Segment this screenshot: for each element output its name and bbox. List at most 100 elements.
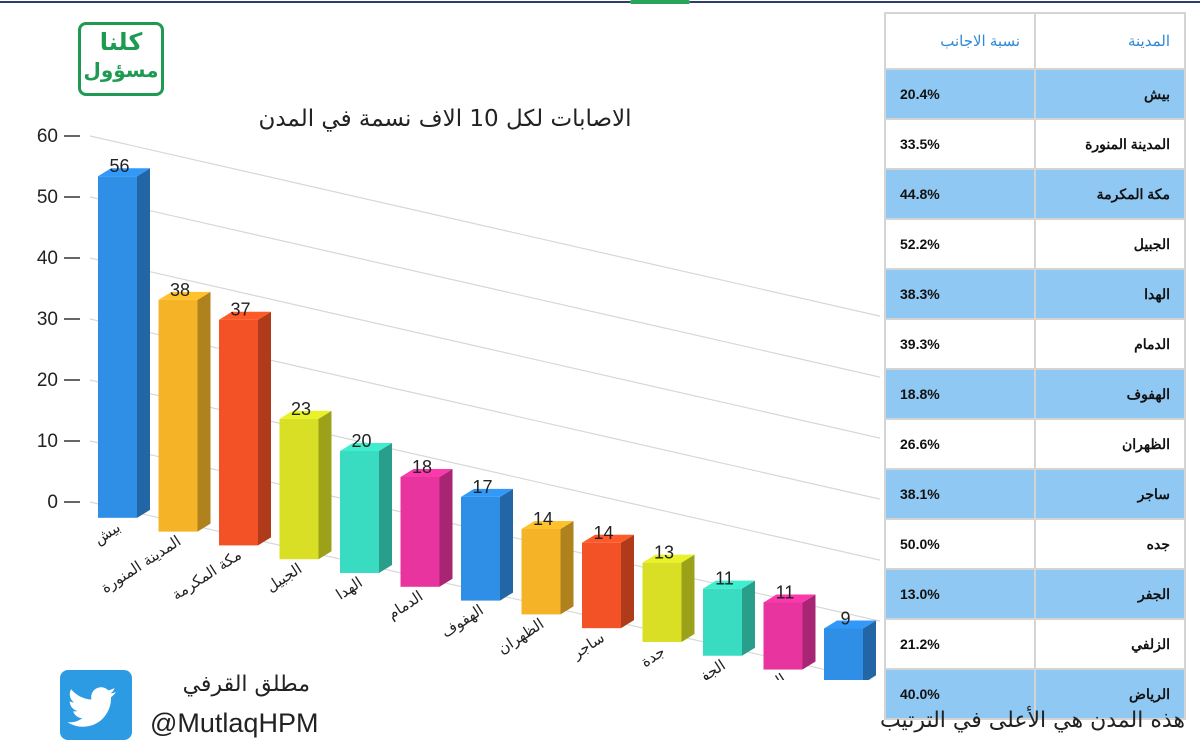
bar-top (158, 291, 211, 300)
bar-value-label: 18 (412, 457, 432, 477)
bar-side (197, 291, 211, 532)
bar-front (703, 588, 742, 656)
table-body: بيش 20.4% المدينة المنورة 33.5% مكة المكرمة 4… (884, 68, 1186, 720)
table-cell-ratio: 21.2% (884, 618, 1036, 670)
table-row: الدمام 39.3% (884, 318, 1186, 370)
category-label: ساجر (568, 628, 608, 663)
bar-side (681, 554, 695, 642)
foreigners-ratio-table: المدينة نسبة الاجانب بيش 20.4% المدينة الم… (884, 12, 1186, 720)
table-cell-ratio: 38.1% (884, 468, 1036, 520)
bar-value-label: 9 (840, 608, 850, 628)
table-row: الهفوف 18.8% (884, 368, 1186, 420)
table-cell-city: الرياض (1034, 668, 1186, 720)
logo-line-2: مسؤول (83, 58, 159, 82)
bar-side (560, 520, 574, 615)
bar-top (763, 594, 816, 603)
table-cell-city: مكة المكرمة (1034, 168, 1186, 220)
bar-value-label: 14 (533, 509, 553, 529)
bar-top (279, 410, 332, 419)
gridline (89, 135, 880, 317)
bar-side (621, 534, 634, 629)
header-city: المدينة (1034, 12, 1186, 70)
bar-side (863, 620, 876, 680)
table-cell-city: الدمام (1034, 318, 1186, 370)
top-rule-accent (630, 0, 690, 4)
bar-side (802, 594, 816, 670)
bars (98, 168, 876, 680)
table-cell-city: الهفوف (1034, 368, 1186, 420)
table-cell-ratio: 33.5% (884, 118, 1036, 170)
category-label: الهدا (333, 573, 366, 603)
bar-side (742, 580, 755, 656)
table-cell-city: الزلفي (1034, 618, 1186, 670)
bar (158, 291, 211, 532)
table-cell-ratio: 13.0% (884, 568, 1036, 620)
table-cell-ratio: 40.0% (884, 668, 1036, 720)
table-cell-city: ساجر (1034, 468, 1186, 520)
table-header-row: المدينة نسبة الاجانب (884, 12, 1186, 70)
y-tick-label: 40 (37, 248, 58, 269)
category-label: الظهران (494, 615, 547, 658)
bar-value-label: 11 (715, 569, 734, 589)
bar-top (824, 620, 876, 629)
bar-top (461, 488, 513, 497)
bar-front (763, 602, 803, 670)
y-tick-label: 0 (47, 492, 58, 513)
bar-top (400, 468, 453, 477)
bar-top (340, 443, 392, 451)
bar (703, 580, 755, 656)
bar (824, 620, 876, 680)
bar (642, 554, 695, 642)
table-cell-ratio: 18.8% (884, 368, 1036, 420)
bar-side (318, 410, 332, 560)
bar-front (582, 542, 621, 629)
bar-front (400, 476, 440, 587)
bar-value-label: 13 (654, 543, 674, 563)
author-name: مطلق القرفي (182, 672, 310, 697)
bar-front (461, 496, 500, 601)
table-row: مكة المكرمة 44.8% (884, 168, 1186, 220)
category-label: الزلفي (744, 670, 789, 680)
bar-value-label: 14 (593, 523, 613, 543)
bar-front (98, 176, 137, 518)
bar-front (642, 562, 682, 642)
y-tick-label: 10 (37, 431, 58, 452)
bar-side (258, 311, 271, 546)
table-row: الرياض 40.0% (884, 668, 1186, 720)
table-cell-city: الهدا (1034, 268, 1186, 320)
table-row: الظهران 26.6% (884, 418, 1186, 470)
bar (279, 410, 332, 560)
bar-side (439, 468, 453, 587)
y-tick-label: 50 (37, 187, 58, 208)
bar (521, 520, 574, 615)
bar-top (703, 580, 755, 589)
bar-top (642, 554, 695, 563)
bar-top (521, 520, 574, 529)
table-row: الزلفي 21.2% (884, 618, 1186, 670)
bar-front (340, 451, 379, 573)
table-row: المدينة المنورة 33.5% (884, 118, 1186, 170)
table-cell-ratio: 26.6% (884, 418, 1036, 470)
bar-value-label: 20 (351, 431, 371, 451)
table-row: الهدا 38.3% (884, 268, 1186, 320)
table-cell-ratio: 39.3% (884, 318, 1036, 370)
logo-line-1: كلنا (99, 28, 143, 56)
table-row: ساجر 38.1% (884, 468, 1186, 520)
category-label: الجفر (689, 656, 728, 680)
bar-value-label: 23 (291, 399, 311, 419)
y-tick-label: 30 (37, 309, 58, 330)
bar-value-label: 17 (472, 477, 492, 497)
bar (340, 443, 392, 573)
bar-top (98, 168, 150, 177)
twitter-bird-icon (60, 670, 132, 740)
gridline (89, 196, 880, 378)
table-cell-city: الجفر (1034, 568, 1186, 620)
bar-side (379, 443, 392, 573)
table-row: الجبيل 52.2% (884, 218, 1186, 270)
table-cell-ratio: 44.8% (884, 168, 1036, 220)
bar-front (824, 628, 863, 680)
bar (763, 594, 816, 670)
table-cell-ratio: 38.3% (884, 268, 1036, 320)
bar (582, 534, 634, 629)
category-label: الدمام (384, 587, 426, 623)
